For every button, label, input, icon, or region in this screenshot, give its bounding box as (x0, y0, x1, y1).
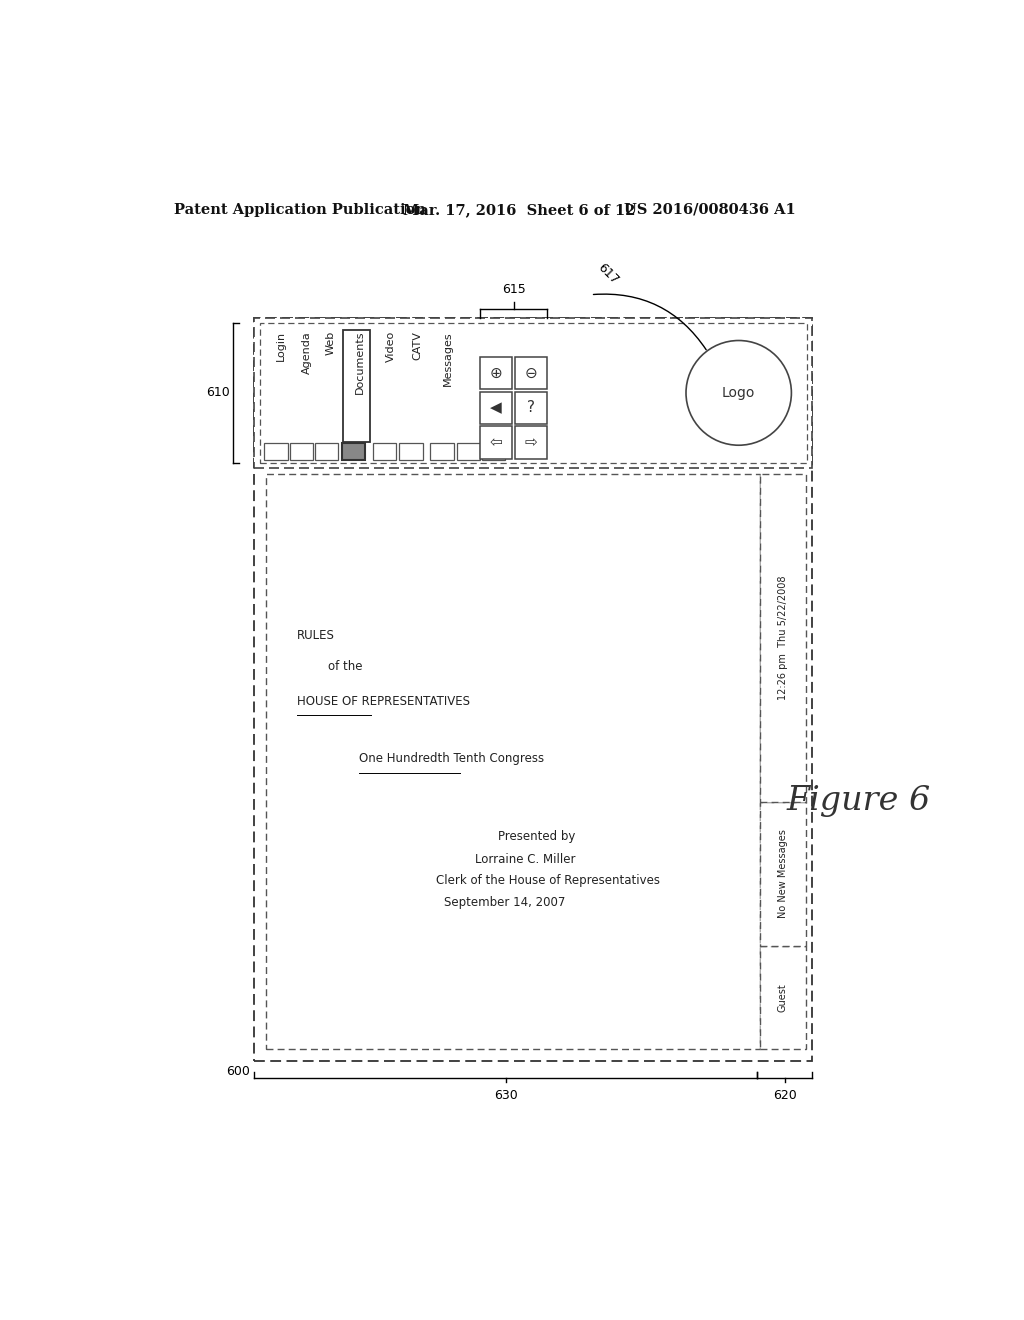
Text: ⇨: ⇨ (524, 436, 538, 450)
Bar (264, 444, 288, 461)
Text: RULES: RULES (297, 628, 335, 642)
Text: ◀: ◀ (490, 400, 502, 416)
Text: Video: Video (386, 331, 395, 362)
Text: Presented by: Presented by (499, 830, 575, 843)
Circle shape (686, 341, 792, 445)
Text: Patent Application Publication: Patent Application Publication (174, 203, 427, 216)
Text: 610: 610 (206, 387, 229, 400)
Text: 617: 617 (595, 261, 621, 286)
Text: Guest: Guest (778, 983, 787, 1012)
Bar (260, 323, 807, 462)
Text: Lorraine C. Miller: Lorraine C. Miller (475, 853, 575, 866)
Text: Web: Web (326, 331, 336, 355)
Text: Figure 6: Figure 6 (786, 785, 931, 817)
Text: September 14, 2007: September 14, 2007 (444, 896, 565, 909)
Bar (760, 945, 806, 1049)
Text: ⊖: ⊖ (524, 366, 538, 380)
Text: 620: 620 (773, 1089, 797, 1102)
Text: of the: of the (328, 660, 362, 673)
Bar (457, 444, 480, 461)
Bar (430, 444, 454, 461)
Bar (266, 474, 760, 1049)
Bar (342, 444, 366, 461)
Text: 615: 615 (502, 284, 525, 296)
Bar (480, 392, 512, 424)
Text: Agenda: Agenda (302, 331, 312, 374)
Bar (254, 318, 812, 469)
Text: HOUSE OF REPRESENTATIVES: HOUSE OF REPRESENTATIVES (297, 694, 470, 708)
Bar (373, 444, 396, 461)
Text: 630: 630 (494, 1089, 518, 1102)
Bar (254, 318, 812, 1061)
Text: Messages: Messages (443, 331, 453, 385)
Text: Login: Login (275, 331, 286, 360)
Text: No New Messages: No New Messages (778, 829, 787, 919)
Bar (314, 444, 338, 461)
Bar (343, 330, 370, 442)
Text: 12:26 pm  Thu 5/22/2008: 12:26 pm Thu 5/22/2008 (778, 576, 787, 701)
Text: 600: 600 (226, 1065, 251, 1077)
Text: ⇦: ⇦ (489, 436, 503, 450)
Text: Documents: Documents (354, 331, 365, 395)
Bar (482, 444, 506, 461)
Bar (515, 426, 547, 459)
Text: One Hundredth Tenth Congress: One Hundredth Tenth Congress (359, 752, 544, 766)
Text: CATV: CATV (412, 331, 422, 360)
Text: ?: ? (527, 400, 535, 416)
Text: ⊕: ⊕ (489, 366, 503, 380)
Bar (480, 426, 512, 459)
Text: US 2016/0080436 A1: US 2016/0080436 A1 (624, 203, 796, 216)
Bar (515, 358, 547, 389)
Bar (515, 392, 547, 424)
Bar (290, 444, 313, 461)
Text: Logo: Logo (722, 385, 756, 400)
Bar (399, 444, 423, 461)
Bar (760, 803, 806, 945)
Bar (480, 358, 512, 389)
Text: Mar. 17, 2016  Sheet 6 of 12: Mar. 17, 2016 Sheet 6 of 12 (403, 203, 636, 216)
Text: Clerk of the House of Representatives: Clerk of the House of Representatives (436, 874, 660, 887)
Bar (760, 474, 806, 803)
